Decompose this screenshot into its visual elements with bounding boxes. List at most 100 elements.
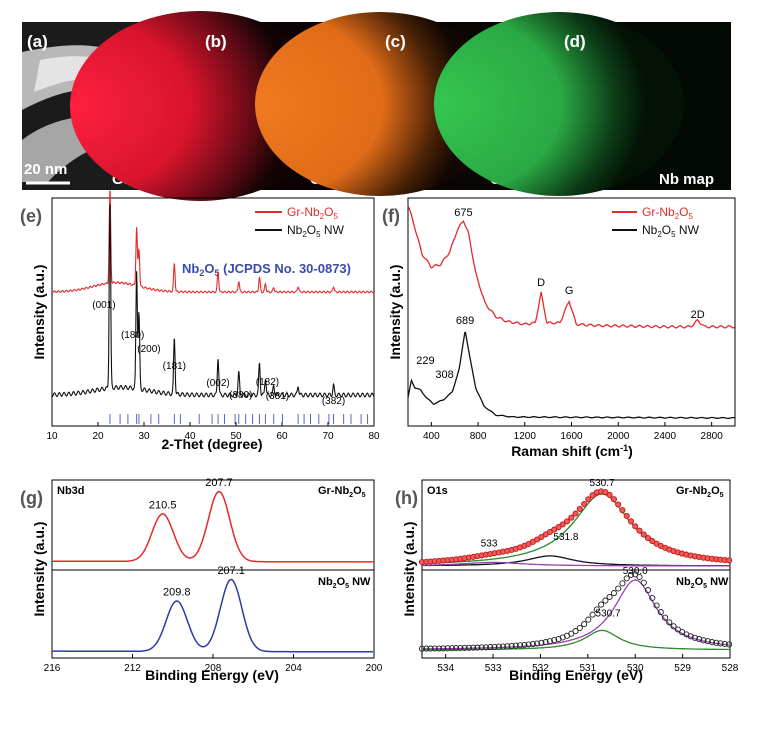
o1s-x-tick-label: 529 <box>674 663 691 674</box>
nb-map-label: Nb map <box>659 171 714 188</box>
panel-a-letter: (a) <box>27 32 48 51</box>
o1s-x-tick-label: 534 <box>437 663 454 674</box>
o1s-data-point <box>551 637 558 644</box>
o1s-data-point <box>491 643 498 650</box>
o1s-data-point <box>687 633 694 640</box>
legend-gr: Gr-Nb2O5 <box>642 205 693 221</box>
o1s-data-point <box>585 616 592 623</box>
o1s-data-point <box>504 643 511 650</box>
o1s-data-point <box>568 514 575 521</box>
panel-c-letter: (c) <box>385 32 406 51</box>
nb3d-x-tick-label: 200 <box>366 663 383 674</box>
o1s-data-point <box>610 590 617 597</box>
o1s-component <box>422 629 730 651</box>
o1s-data-point <box>444 645 451 652</box>
o1s-data-point <box>457 644 464 652</box>
o1s-x-tick-label: 533 <box>485 663 502 674</box>
o1s-data-point <box>440 645 447 652</box>
xrd-peak-label: (382) <box>322 396 345 407</box>
raman-x-tick-label: 800 <box>470 431 487 442</box>
panel-h-letter: (h) <box>395 488 418 508</box>
legend-nw: Nb2O5 NW <box>642 223 700 239</box>
o1s-data-point <box>517 642 524 649</box>
o1s-data-point <box>640 579 647 586</box>
o1s-data-point <box>726 557 733 564</box>
xrd-ylabel: Intensity (a.u.) <box>31 265 47 360</box>
o1s-data-point <box>708 639 716 646</box>
reference-label: Nb2O5 (JCPDS No. 30-0873) <box>182 261 351 278</box>
o1s-data-point <box>478 644 485 651</box>
nb3d-x-tick-label: 204 <box>285 663 302 674</box>
xrd-frame <box>51 197 375 427</box>
o1s-data-point <box>589 611 596 618</box>
o1s-data-point <box>610 496 617 503</box>
o1s-x-tick-label: 531 <box>580 663 597 674</box>
carbon-map <box>70 11 330 201</box>
o1s-data-point <box>418 645 426 652</box>
nb3d-ylabel: Intensity (a.u.) <box>31 522 47 617</box>
o1s-data-point <box>615 585 622 592</box>
o1s-data-point <box>448 645 455 652</box>
o1s-peak-label: 530.0 <box>623 566 648 577</box>
nb3d-nw-label: Nb2O5 NW <box>318 576 371 590</box>
raman-x-tick-label: 400 <box>423 431 440 442</box>
nb3d-frame <box>51 479 375 659</box>
o1s-data-point <box>606 491 613 498</box>
o1s-data-point <box>563 518 571 525</box>
o1s-data-point <box>555 635 562 643</box>
xrd-x-tick-label: 50 <box>230 431 242 442</box>
raman-annotation: 675 <box>454 207 472 219</box>
panel-g: (g) Nb3d Gr-Nb2O5 Nb2O5 NW Binding Energ… <box>20 477 383 683</box>
o1s-data-point <box>546 638 553 645</box>
o1s-data-point <box>674 626 681 633</box>
o1s-peak-label: 533 <box>481 538 498 549</box>
o1s-data-point <box>691 634 698 641</box>
xrd-x-tick-label: 10 <box>46 431 58 442</box>
xrd-series-nw <box>51 204 375 398</box>
o1s-gr-label: Gr-Nb2O5 <box>676 485 724 499</box>
o1s-data-point <box>627 571 635 578</box>
o1s-data-point <box>593 606 600 613</box>
nb3d-gr-label: Gr-Nb2O5 <box>318 485 366 499</box>
o1s-data-point <box>427 645 434 652</box>
xrd-peak-label: (381) <box>266 391 289 402</box>
xrd-peak-label: (180) <box>121 330 144 341</box>
panel-h: (h) O1s Gr-Nb2O5 Nb2O5 NW Binding Energy… <box>395 478 739 683</box>
xrd-x-tick-label: 60 <box>276 431 288 442</box>
o1s-data-point <box>623 512 630 519</box>
nb3d-x-tick-label: 212 <box>124 663 141 674</box>
xrd-peak-label: (182) <box>256 377 279 388</box>
o1s-data-point <box>453 645 460 652</box>
xrd-peak-label: (002) <box>206 378 229 389</box>
o1s-data-point <box>495 643 502 650</box>
xrd-peak-label: (181) <box>163 361 186 372</box>
nb3d-title: Nb3d <box>57 485 85 497</box>
o1s-data-point <box>542 639 549 646</box>
xrd-peak-label: (380) <box>229 390 252 401</box>
o1s-data-point <box>717 640 724 647</box>
raman-xlabel: Raman shift (cm-1) <box>511 443 633 459</box>
o1s-data-point <box>529 640 536 648</box>
o1s-data-point <box>585 496 592 503</box>
scale-bar-label: 20 nm <box>24 161 67 178</box>
xrd-x-tick-label: 80 <box>368 431 380 442</box>
xrd-series-gr <box>51 190 375 294</box>
o1s-data-point <box>538 533 545 541</box>
o1s-data-point <box>615 501 622 508</box>
raman-annotation: 2D <box>691 309 705 321</box>
o1s-frame <box>421 479 731 659</box>
o1s-data-point <box>576 624 583 632</box>
raman-annotation: 229 <box>416 355 434 367</box>
legend-gr: Gr-Nb2O5 <box>287 205 338 221</box>
panel-b-letter: (b) <box>205 32 227 51</box>
panel-f-letter: (f) <box>382 206 400 226</box>
o1s-data-point <box>525 641 532 648</box>
o1s-x-tick-label: 530 <box>627 663 644 674</box>
o1s-data-point <box>653 602 660 609</box>
o1s-data-point <box>602 489 609 496</box>
raman-x-tick-label: 1200 <box>514 431 537 442</box>
o1s-data-point <box>700 637 707 644</box>
o1s-component <box>422 561 730 567</box>
o1s-data-point <box>572 510 579 517</box>
